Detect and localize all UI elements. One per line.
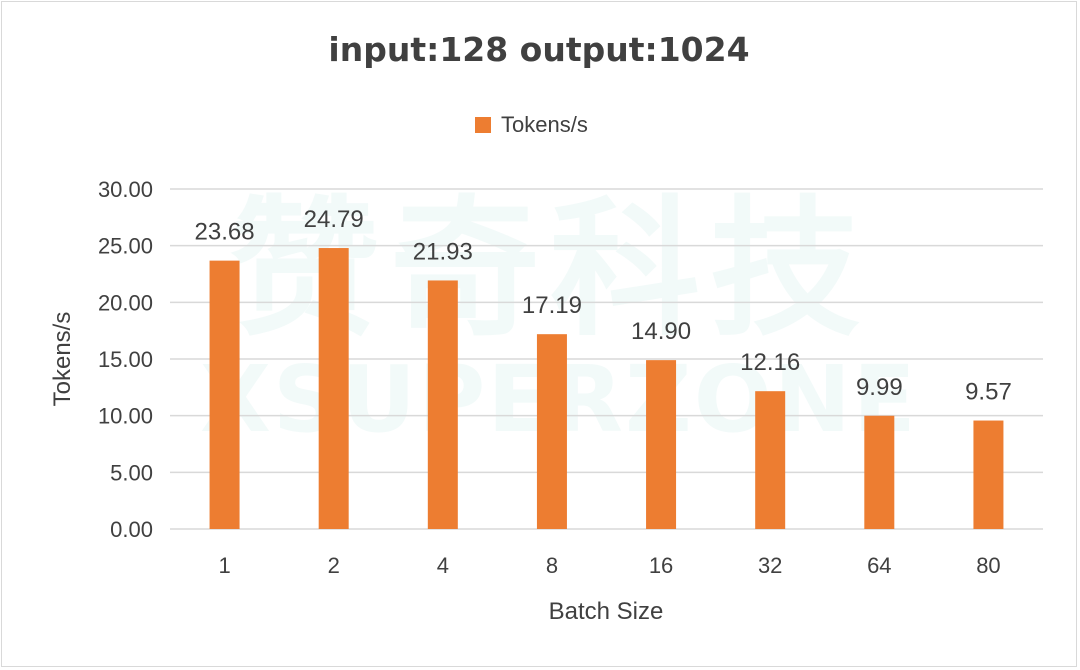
y-tick-label: 25.00 <box>98 234 153 259</box>
bar <box>755 391 786 529</box>
y-tick-label: 15.00 <box>98 347 153 372</box>
y-tick-label: 0.00 <box>110 517 153 542</box>
x-tick-label: 4 <box>437 553 449 578</box>
data-label: 12.16 <box>740 349 800 376</box>
data-label: 9.99 <box>856 374 903 401</box>
bars <box>209 248 1004 529</box>
bar <box>209 260 240 529</box>
x-axis-label: Batch Size <box>549 598 664 625</box>
legend-swatch <box>475 117 491 133</box>
x-tick-label: 16 <box>649 553 673 578</box>
y-tick-label: 10.00 <box>98 404 153 429</box>
data-label: 17.19 <box>522 292 582 319</box>
bar <box>318 248 349 529</box>
x-tick-labels: 1 2 4 8 16 32 64 80 <box>218 553 1000 578</box>
data-label: 21.93 <box>413 238 473 265</box>
chart-title: input:128 output:1024 <box>328 30 750 69</box>
gridlines <box>170 188 1043 530</box>
y-tick-label: 30.00 <box>98 177 153 202</box>
bar <box>427 280 458 529</box>
bar <box>864 415 895 529</box>
y-tick-label: 20.00 <box>98 290 153 315</box>
x-tick-label: 2 <box>328 553 340 578</box>
data-label: 23.68 <box>195 219 255 246</box>
bar <box>973 420 1004 529</box>
legend-label: Tokens/s <box>501 112 588 137</box>
y-tick-label: 5.00 <box>110 460 153 485</box>
x-tick-label: 8 <box>546 553 558 578</box>
bar <box>536 334 567 529</box>
data-labels: 23.68 24.79 21.93 17.19 14.90 12.16 9.99 9.57 <box>195 206 1012 405</box>
x-tick-label: 1 <box>218 553 230 578</box>
y-tick-labels: 0.00 5.00 10.00 15.00 20.00 25.00 30.00 <box>98 177 153 542</box>
x-tick-label: 80 <box>976 553 1000 578</box>
x-tick-label: 32 <box>758 553 782 578</box>
bar <box>646 360 677 529</box>
data-label: 24.79 <box>304 206 364 233</box>
legend: Tokens/s <box>475 112 588 138</box>
y-axis-label: Tokens/s <box>49 312 76 407</box>
x-tick-label: 64 <box>867 553 891 578</box>
data-label: 9.57 <box>965 379 1012 406</box>
data-label: 14.90 <box>631 318 691 345</box>
